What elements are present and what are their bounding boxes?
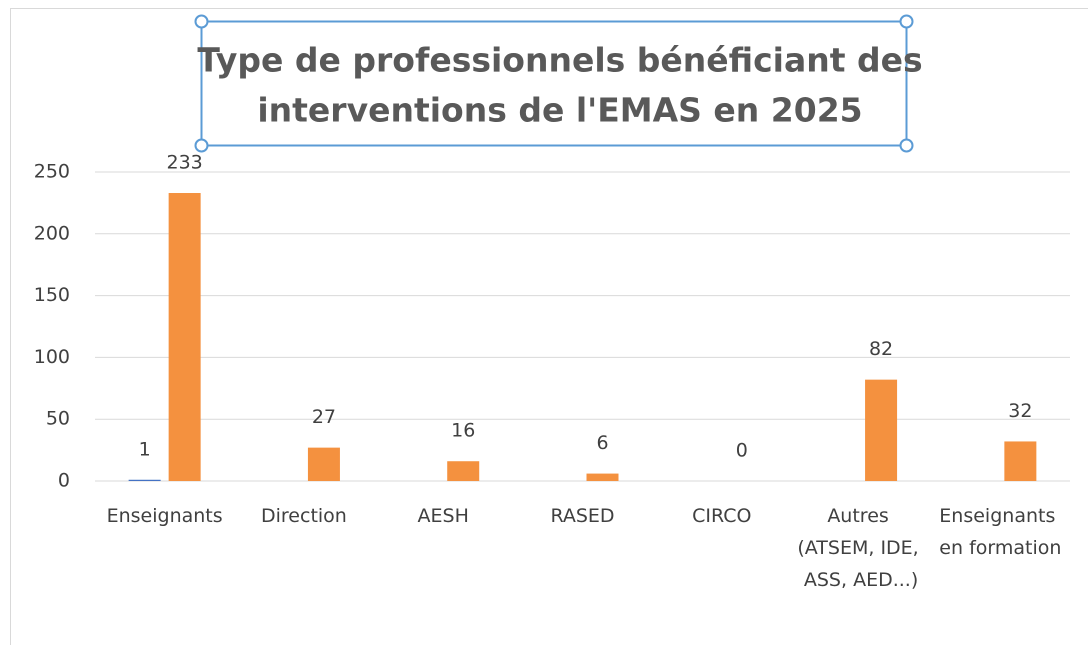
bar [168,193,201,481]
y-tick-label: 100 [34,346,70,368]
y-tick-label: 200 [34,222,70,244]
x-tick-label: CIRCO [692,505,751,527]
y-tick-label: 50 [46,408,70,430]
value-label: 27 [312,406,336,428]
chart-title: Type de professionnels bénéficiant des [197,41,922,80]
bar [586,473,619,481]
value-label: 233 [167,152,203,174]
y-tick-label: 0 [58,470,70,492]
x-tick-label: RASED [550,505,614,527]
bar [307,447,340,481]
chart-title: interventions de l'EMAS en 2025 [257,91,862,130]
bar [865,379,898,481]
x-tick-label: Direction [261,505,347,527]
bar [1004,441,1037,481]
value-label: 0 [736,440,748,462]
x-tick-label: Enseignants en formation [939,505,1061,559]
value-label: 32 [1008,400,1032,422]
value-label: 82 [869,338,893,360]
y-tick-label: 150 [34,284,70,306]
title-selection [194,14,914,153]
value-label: 1 [139,438,151,460]
value-label: 6 [596,432,608,454]
x-tick-label: Autres (ATSEM, IDE, ASS, AED...) [797,505,924,591]
bar [447,461,480,481]
value-label: 16 [451,420,475,442]
x-tick-label: Enseignants [107,505,223,527]
y-tick-label: 250 [34,161,70,183]
bar [128,479,161,481]
x-tick-label: AESH [418,505,469,527]
